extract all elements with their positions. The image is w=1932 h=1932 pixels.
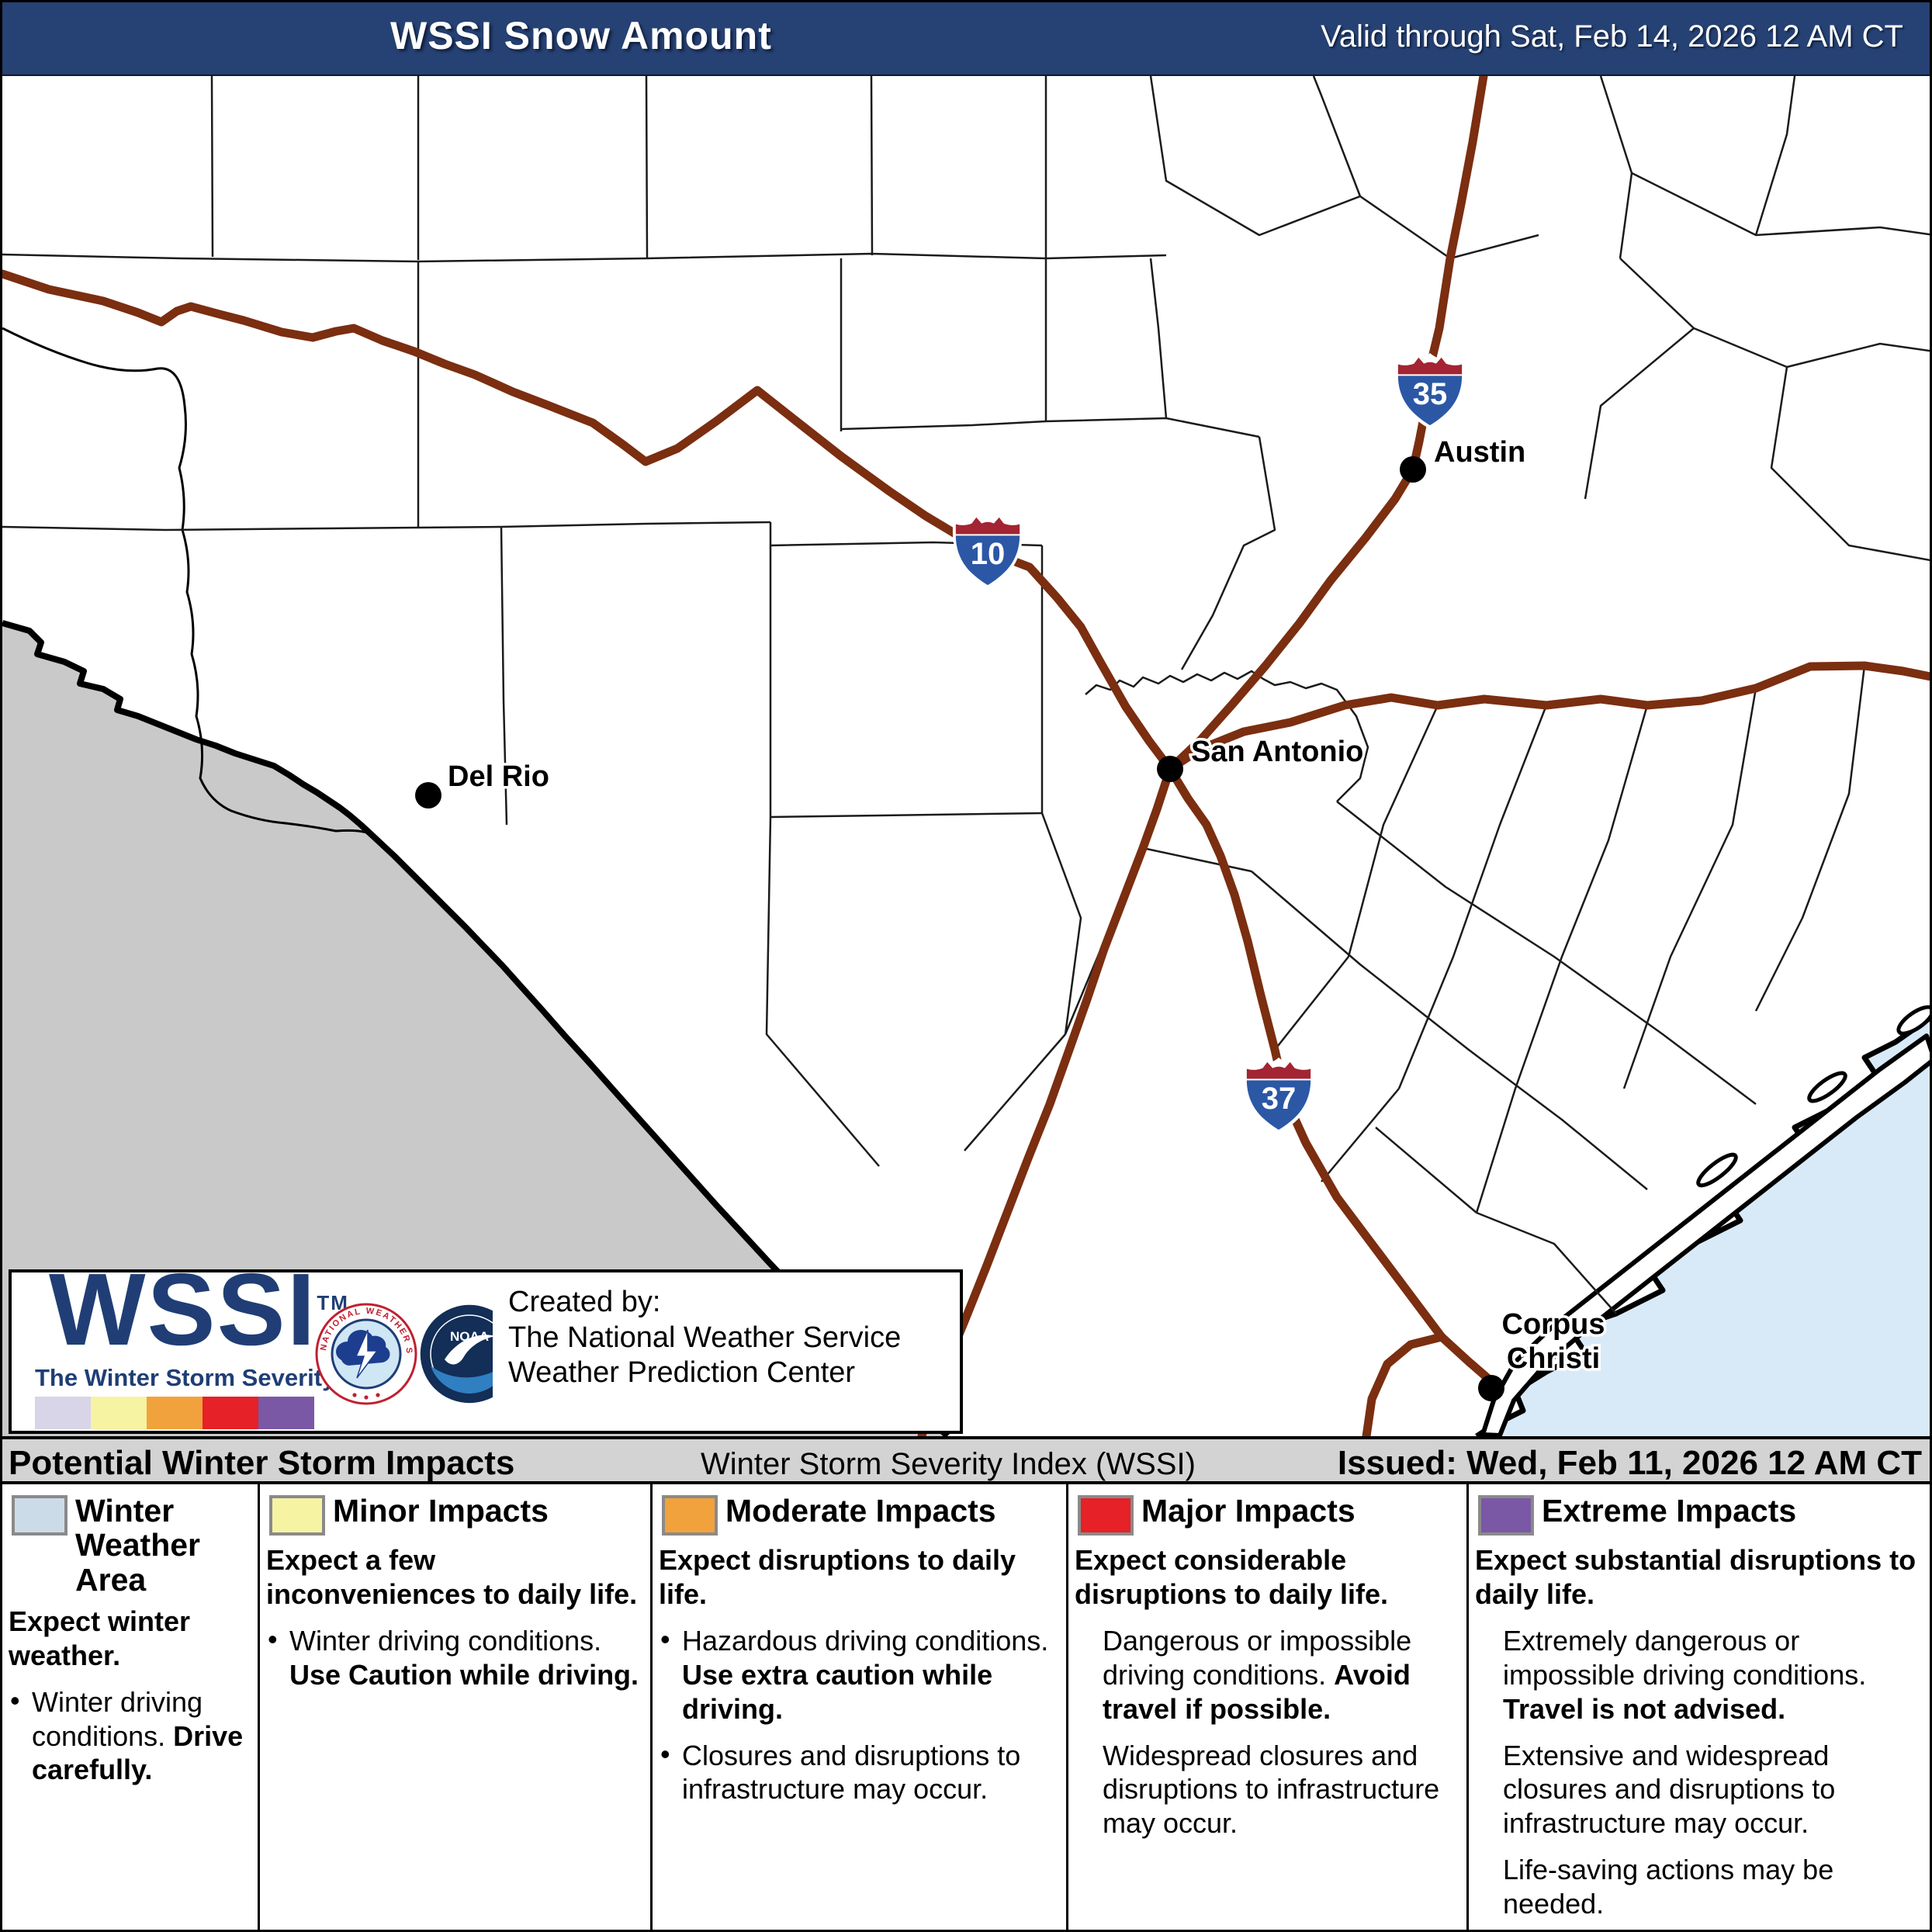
wssi-subheading: Winter Storm Severity Index (WSSI) xyxy=(701,1447,1196,1481)
legend-item: • Hazardous driving conditions. Use extra… xyxy=(660,1622,1049,1725)
city-dot-austin xyxy=(1400,456,1426,483)
legend-swatch xyxy=(662,1495,718,1536)
wssi-chip-3 xyxy=(203,1397,258,1429)
valid-through-label: Valid through Sat, Feb 14, 2026 12 AM CT xyxy=(1321,19,1903,54)
rio-grande-border xyxy=(2,620,950,1439)
legend-lead: Expect substantial disruptions to daily … xyxy=(1475,1544,1916,1610)
legend-lead: Expect disruptions to daily life. xyxy=(659,1544,1016,1610)
legend-item: Extensive and widespread closures and di… xyxy=(1503,1739,1836,1840)
islet xyxy=(1696,1152,1738,1188)
barrier-island xyxy=(1480,1034,1930,1438)
nws-logo: NATIONAL WEATHER SERVICE xyxy=(268,1294,417,1405)
wssi-chip-2 xyxy=(147,1397,203,1429)
interstate-10-west xyxy=(2,269,1175,774)
wssi-logo-box: WSSITM The Winter Storm Severity Index N… xyxy=(9,1252,963,1434)
legend-lead: Expect considerable disruptions to daily… xyxy=(1075,1544,1389,1610)
city-dot-del-rio xyxy=(415,782,441,808)
legend-item: • Winter driving conditions. Drive carefu… xyxy=(10,1684,244,1786)
legend-lead: Expect a few inconveniences to daily lif… xyxy=(266,1544,638,1610)
legend-column-moderate-impacts: Moderate Impacts Expect disruptions to da… xyxy=(653,1484,1068,1930)
city-label-corpus-christi: Corpus xyxy=(1502,1308,1605,1341)
wssi-chip-1 xyxy=(91,1397,147,1429)
islet xyxy=(1896,1005,1930,1036)
interstate-35-number: 35 xyxy=(1413,377,1448,411)
legend-column-minor-impacts: Minor Impacts Expect a few inconveniences… xyxy=(260,1484,653,1930)
legend-column-major-impacts: Major Impacts Expect considerable disrupt… xyxy=(1068,1484,1469,1930)
texas-map: 35 10 37 Austin San Antonio Del Rio CorpusChri… xyxy=(2,71,1930,1441)
wssi-severity-chips xyxy=(35,1397,314,1429)
interstate-10-east xyxy=(1165,661,1930,774)
river xyxy=(2,327,368,834)
legend-swatch xyxy=(1478,1495,1534,1536)
legend-swatch xyxy=(269,1495,325,1536)
impact-legend: Winter Weather Area Expect winter weather… xyxy=(2,1484,1930,1930)
noaa-label: NOAA xyxy=(450,1329,489,1344)
noaa-logo: NOAA xyxy=(419,1304,493,1404)
legend-item: Dangerous or impossible driving conditio… xyxy=(1103,1624,1412,1725)
legend-title: Extreme Impacts xyxy=(1542,1493,1797,1529)
map-region: 35 10 37 Austin San Antonio Del Rio Corpus Chri… xyxy=(2,71,1930,1441)
bullet-glyph: • xyxy=(10,1684,20,1716)
created-by-line: The National Weather Service xyxy=(508,1321,902,1354)
city-label-san-antonio: San Antonio xyxy=(1191,736,1363,768)
interstate-10-number: 10 xyxy=(971,537,1006,571)
wssi-wordmark: WSSITM xyxy=(49,1252,349,1366)
legend-lead: Expect winter weather. xyxy=(9,1605,191,1671)
legend-swatch xyxy=(12,1495,68,1536)
created-by-line: Created by: xyxy=(508,1286,661,1318)
legend-item: Widespread closures and disruptions to i… xyxy=(1103,1739,1440,1840)
islet xyxy=(1807,1071,1847,1103)
impacts-heading: Potential Winter Storm Impacts xyxy=(9,1444,515,1482)
legend-title: Winter Weather Area xyxy=(75,1493,201,1598)
created-by-line: Weather Prediction Center xyxy=(508,1356,856,1390)
issued-timestamp: Issued: Wed, Feb 11, 2026 12 AM CT xyxy=(1337,1444,1922,1482)
legend-title: Minor Impacts xyxy=(333,1493,549,1529)
highway-spur xyxy=(1362,1332,1446,1441)
legend-item: Life-saving actions may be needed. xyxy=(1503,1854,1834,1920)
city-label-corpus-christi: Christi xyxy=(1507,1342,1600,1375)
city-dot-san-antonio xyxy=(1157,756,1183,782)
wssi-chip-4 xyxy=(258,1397,314,1429)
bullet-glyph: • xyxy=(660,1622,670,1655)
legend-column-extreme-impacts: Extreme Impacts Expect substantial disrup… xyxy=(1469,1484,1930,1930)
page-title: WSSI Snow Amount xyxy=(390,14,772,57)
created-by-text: Created by: The National Weather Service… xyxy=(508,1285,901,1391)
legend-swatch xyxy=(1078,1495,1134,1536)
city-label-austin: Austin xyxy=(1434,436,1525,469)
interstate-37-number: 37 xyxy=(1262,1082,1297,1116)
legend-item: Extremely dangerous or impossible drivin… xyxy=(1503,1624,1867,1725)
issued-bar: Potential Winter Storm Impacts Winter St… xyxy=(2,1436,1930,1484)
mexico-area xyxy=(2,623,947,1436)
legend-title: Moderate Impacts xyxy=(725,1493,996,1529)
agency-logos: NATIONAL WEATHER SERVICE NOAA xyxy=(268,1294,493,1405)
header-bar: WSSI Snow Amount Valid through Sat, Feb … xyxy=(2,2,1930,76)
city-label-del-rio: Del Rio xyxy=(448,760,549,793)
wssi-chip-0 xyxy=(35,1397,91,1429)
legend-column-winter-weather-area: Winter Weather Area Expect winter weather… xyxy=(2,1484,260,1930)
bullet-glyph: • xyxy=(268,1622,278,1655)
legend-title: Major Impacts xyxy=(1141,1493,1356,1529)
legend-item: • Closures and disruptions to infrastruct… xyxy=(660,1737,1021,1806)
city-dot-corpus-christi xyxy=(1478,1375,1504,1401)
bullet-glyph: • xyxy=(660,1737,670,1770)
legend-item: • Winter driving conditions. Use Caution … xyxy=(268,1622,639,1691)
